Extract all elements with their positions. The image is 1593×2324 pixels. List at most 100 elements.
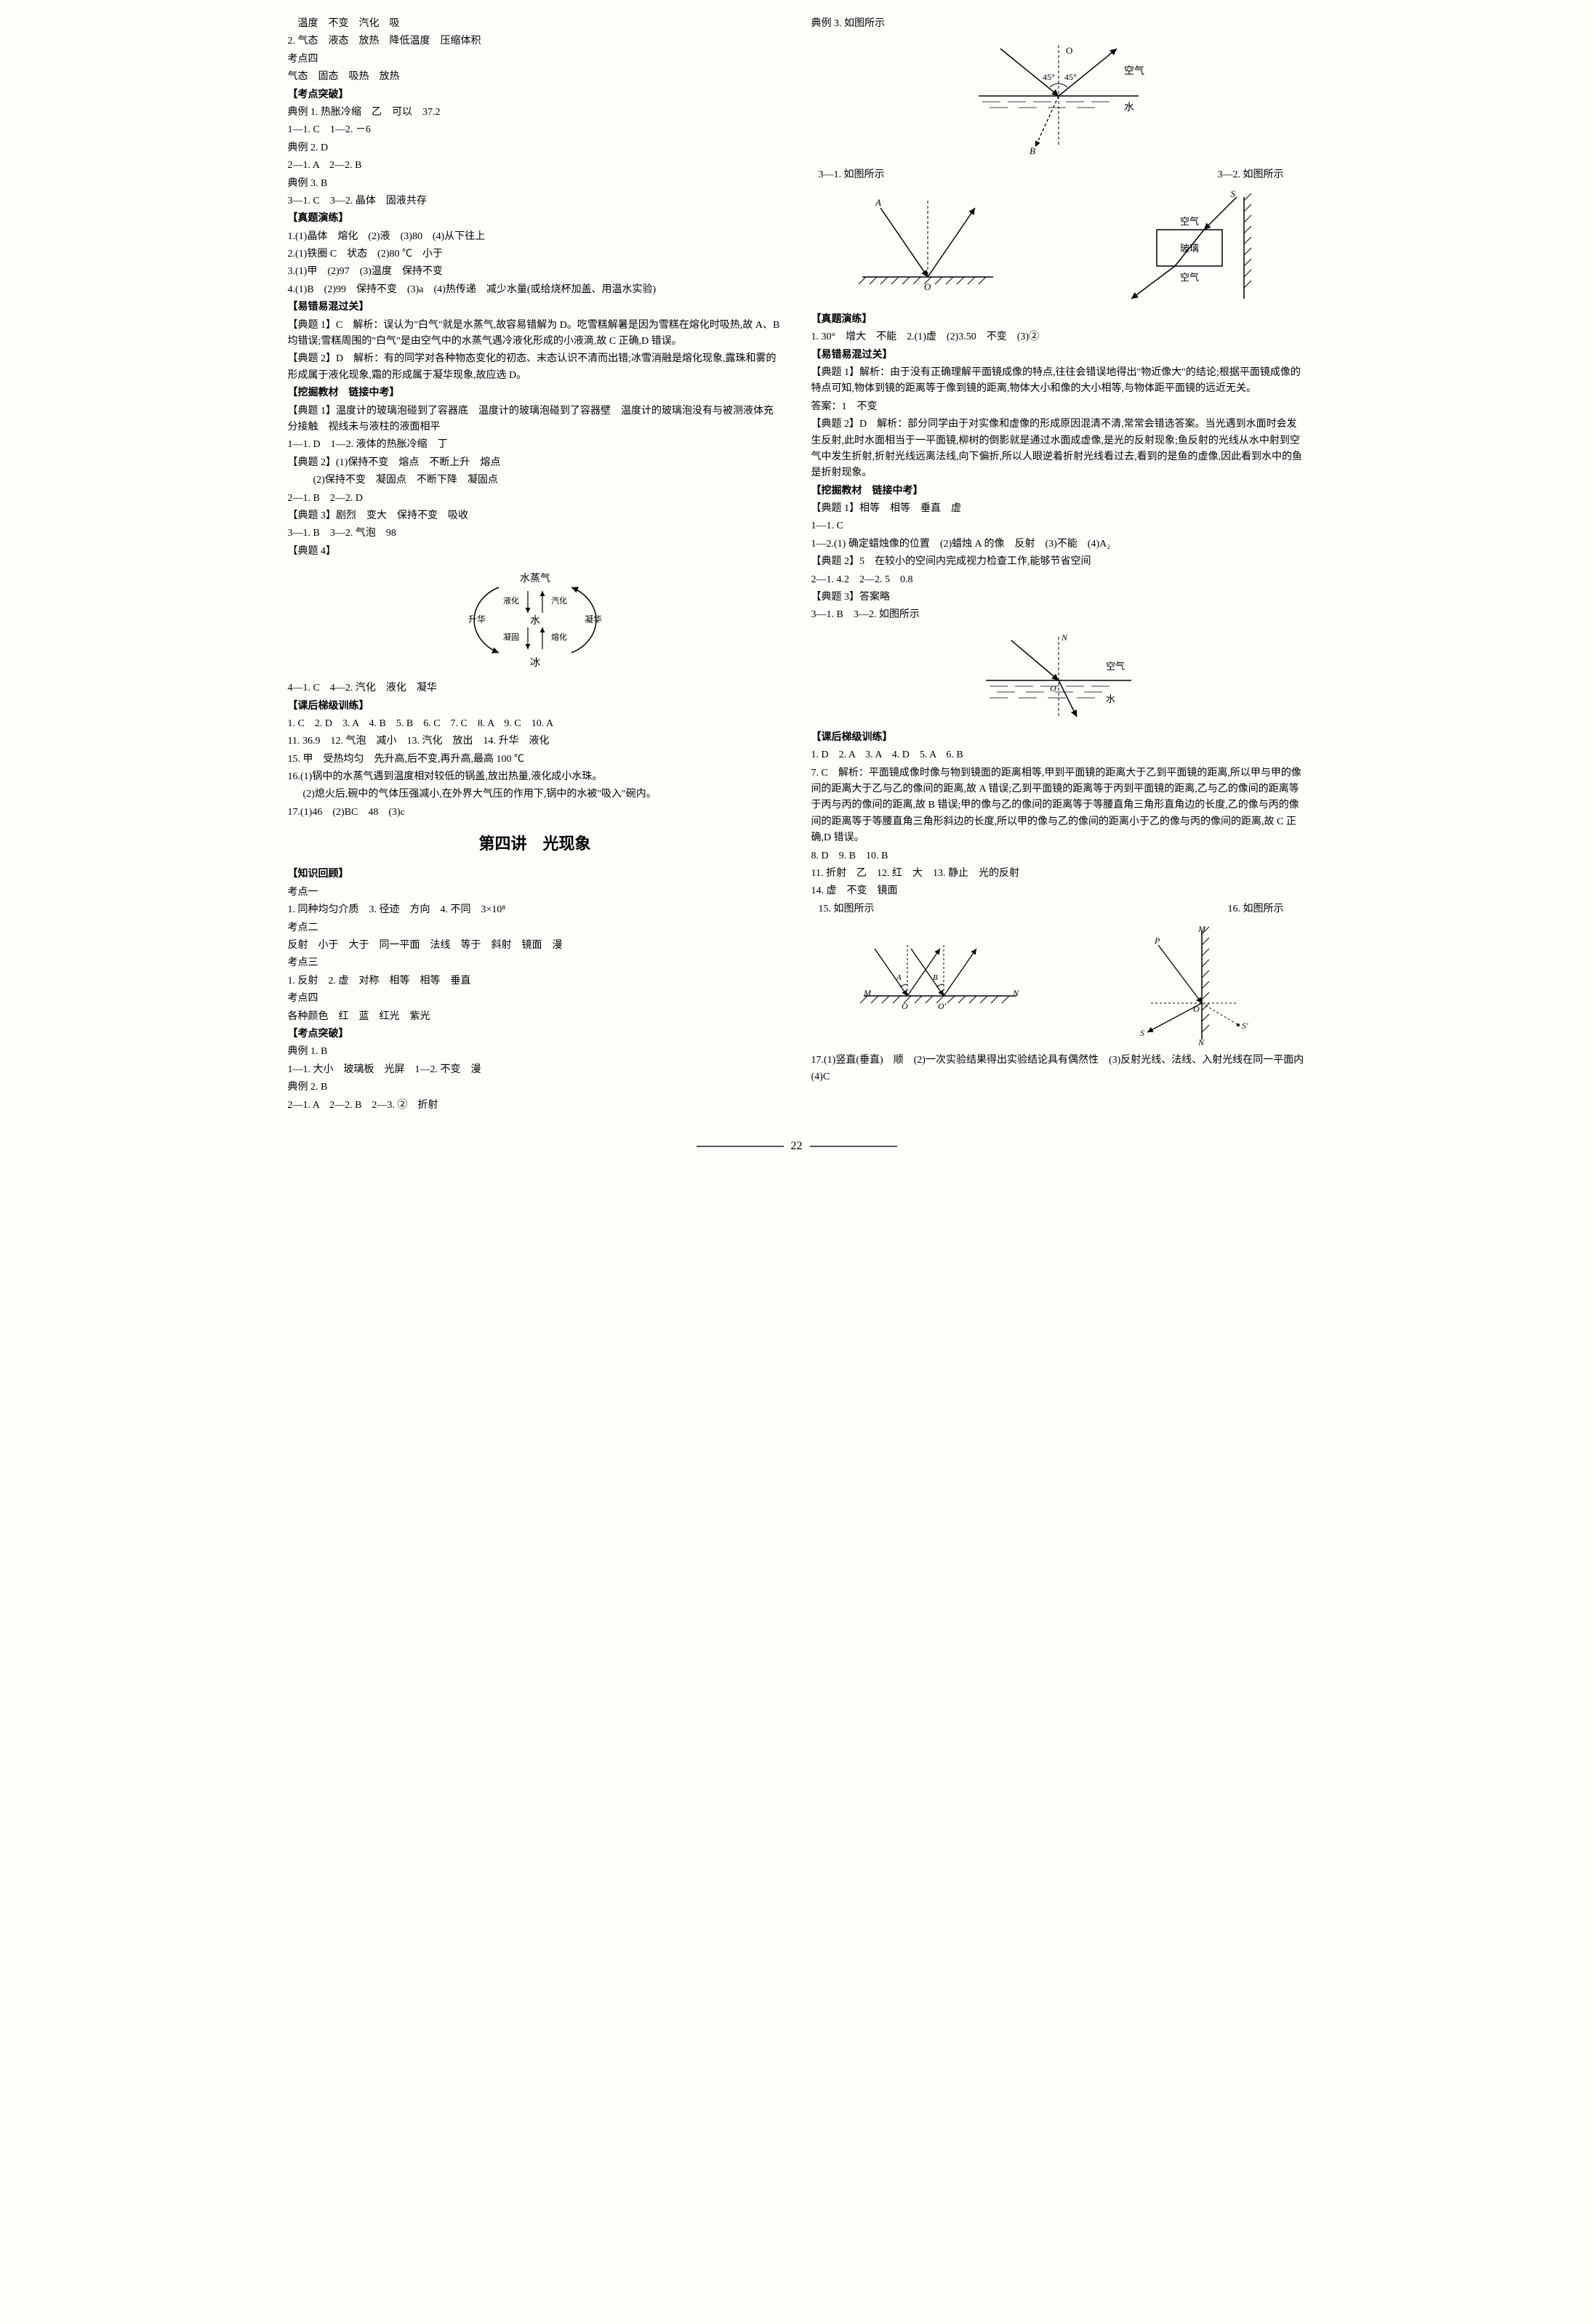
text-block: 【典题 2】D 解析：有的同学对各种物态变化的初态、末态认识不清而出错;冰雪消融… [288, 351, 782, 384]
text-line: 1—1. C [811, 518, 1306, 534]
text-line: 2—1. A 2—2. B 2—3. ② 折射 [288, 1098, 782, 1114]
diagram-row: A O S 空气 玻璃 空气 [811, 190, 1306, 306]
text-line: 【典题 1】相等 相等 垂直 虚 [811, 501, 1306, 517]
air-water-diagram: N O 空气 水 [811, 630, 1306, 724]
page: 温度 不变 汽化 吸 2. 气态 液态 放热 降低温度 压缩体积 考点四 气态 … [288, 15, 1306, 1115]
refraction-diagram: 45° 45° O 空气 水 B [811, 38, 1306, 161]
text-line: 典例 3. 如图所示 [811, 16, 1306, 32]
text-line: 3—1. C 3—2. 晶体 固液共存 [288, 193, 782, 209]
svg-text:空气: 空气 [1179, 272, 1198, 283]
svg-text:升华: 升华 [468, 614, 485, 624]
text-block: 17.(1)竖直(垂直) 顺 (2)一次实验结果得出实验结论具有偶然性 (3)反… [811, 1053, 1306, 1085]
text-block: 7. C 解析：平面镜成像时像与物到镜面的距离相等,甲到平面镜的距离大于乙到平面… [811, 765, 1306, 847]
caption: 3—2. 如图所示 [1218, 167, 1284, 183]
section-heading: 【易错易混过关】 [288, 299, 782, 315]
svg-text:水: 水 [1106, 693, 1115, 704]
text-block: (2)熄火后,碗中的气体压强减小,在外界大气压的作用下,锅中的水被"吸入"碗内。 [288, 787, 782, 803]
svg-text:N: N [1197, 1037, 1205, 1047]
text-line: 2—1. A 2—2. B [288, 158, 782, 174]
text-line: 考点四 [288, 991, 782, 1007]
text-line: 各种颜色 红 蓝 红光 紫光 [288, 1009, 782, 1025]
caption: 15. 如图所示 [819, 901, 875, 917]
text-line: 1. 30° 增大 不能 2.(1)虚 (2)3.50 不变 (3)② [811, 329, 1306, 345]
text-line: 典例 2. D [288, 140, 782, 156]
text-line: 2. 气态 液态 放热 降低温度 压缩体积 [288, 33, 782, 49]
glass-block-diagram: S 空气 玻璃 空气 [1088, 190, 1262, 306]
text-line: 15. 甲 受热均匀 先升高,后不变,再升高,最高 100 ℃ [288, 752, 782, 768]
svg-text:S′: S′ [1242, 1021, 1248, 1031]
chapter-title: 第四讲 光现象 [288, 831, 782, 856]
text-line: 【典题 2】5 在较小的空间内完成视力检查工作,能够节省空间 [811, 554, 1306, 570]
diagram-row: M N A B O O′ [811, 923, 1306, 1047]
reflection-ab-diagram: M N A B O O′ [856, 923, 1024, 1025]
text-line: 1—1. C 1—2. －6 [288, 122, 782, 138]
text-line: 11. 折射 乙 12. 红 大 13. 静止 光的反射 [811, 866, 1306, 882]
svg-text:S: S [1140, 1028, 1144, 1038]
caption: 16. 如图所示 [1228, 901, 1284, 917]
text-line: 1—2.(1) 确定蜡烛像的位置 (2)蜡烛 A 的像 反射 (3)不能 (4)… [811, 536, 1306, 552]
section-heading: 【易错易混过关】 [811, 347, 1306, 363]
text-line: 1.(1)晶体 熔化 (2)液 (3)80 (4)从下往上 [288, 229, 782, 245]
svg-text:汽化: 汽化 [551, 595, 567, 606]
mirror-diagram: A O [855, 190, 1000, 299]
text-line: 反射 小于 大于 同一平面 法线 等于 斜射 镜面 漫 [288, 938, 782, 954]
left-column: 温度 不变 汽化 吸 2. 气态 液态 放热 降低温度 压缩体积 考点四 气态 … [288, 15, 782, 1115]
text-block: 【典题 1】C 解析：误认为"白气"就是水蒸气,故容易错解为 D。吃雪糕解暑是因… [288, 318, 782, 350]
svg-text:O′: O′ [938, 1001, 947, 1011]
section-heading: 【真题演练】 [811, 312, 1306, 328]
svg-text:N: N [1061, 632, 1068, 643]
section-heading: 【考点突破】 [288, 87, 782, 103]
svg-text:空气: 空气 [1179, 216, 1198, 227]
text-line: 考点四 [288, 52, 782, 68]
text-line: 2—1. 4.2 2—2. 5 0.8 [811, 572, 1306, 588]
svg-text:O: O [924, 281, 931, 292]
text-line: 2—1. B 2—2. D [288, 491, 782, 507]
svg-text:空气: 空气 [1106, 661, 1125, 672]
text-line: 典例 2. B [288, 1079, 782, 1095]
page-number-value: 22 [791, 1140, 803, 1152]
text-line: 考点一 [288, 885, 782, 901]
text-line: 4—1. C 4—2. 汽化 液化 凝华 [288, 680, 782, 696]
text-line: 3—1. B 3—2. 气泡 98 [288, 526, 782, 542]
text-line: 典例 1. 热胀冷缩 乙 可以 37.2 [288, 105, 782, 121]
text-line: 考点二 [288, 920, 782, 936]
text-line: 气态 固态 吸热 放热 [288, 69, 782, 85]
svg-text:O: O [1050, 683, 1056, 693]
text-line: 4.(1)B (2)99 保持不变 (3)a (4)热传递 减少水量(或给烧杯加… [288, 282, 782, 298]
text-line: 1. D 2. A 3. A 4. D 5. A 6. B [811, 747, 1306, 763]
caption-row: 15. 如图所示 16. 如图所示 [819, 901, 1284, 917]
caption: 3—1. 如图所示 [819, 167, 885, 183]
section-heading: 【挖掘教材 链接中考】 [288, 385, 782, 401]
svg-text:P: P [1154, 936, 1160, 946]
right-column: 典例 3. 如图所示 [811, 15, 1306, 1115]
svg-text:冰: 冰 [530, 657, 540, 669]
text-block: 16.(1)锅中的水蒸气遇到温度相对较低的锅盖,放出热量,液化成小水珠。 [288, 769, 782, 785]
svg-text:45°: 45° [1043, 72, 1055, 82]
text-line: 典例 3. B [288, 176, 782, 192]
page-number: 22 [29, 1137, 1564, 1156]
section-heading: 【知识回顾】 [288, 867, 782, 882]
svg-text:熔化: 熔化 [551, 632, 567, 642]
svg-text:N: N [1012, 988, 1019, 998]
section-heading: 【考点突破】 [288, 1026, 782, 1042]
svg-text:凝华: 凝华 [584, 614, 601, 624]
text-line: 【典题 3】答案略 [811, 590, 1306, 606]
svg-text:水: 水 [530, 615, 540, 627]
svg-text:空气: 空气 [1124, 65, 1144, 77]
svg-text:O: O [902, 1001, 908, 1011]
text-line: (2)保持不变 凝固点 不断下降 凝固点 [288, 473, 782, 488]
text-line: 1. 同种均匀介质 3. 径迹 方向 4. 不同 3×10⁸ [288, 902, 782, 918]
text-line: 1—1. D 1—2. 液体的热胀冷缩 丁 [288, 437, 782, 453]
svg-text:液化: 液化 [503, 595, 519, 606]
svg-text:M: M [1197, 924, 1206, 934]
text-line: 1. C 2. D 3. A 4. B 5. B 6. C 7. C 8. A … [288, 716, 782, 732]
text-line: 2.(1)铁圈 C 状态 (2)80 ℃ 小于 [288, 246, 782, 262]
text-line: 温度 不变 汽化 吸 [288, 16, 782, 32]
text-line: 【典题 2】(1)保持不变 熔点 不断上升 熔点 [288, 455, 782, 471]
text-line: 17.(1)46 (2)BC 48 (3)c [288, 805, 782, 821]
text-line: 1—1. 大小 玻璃板 光屏 1—2. 不变 漫 [288, 1062, 782, 1078]
caption-row: 3—1. 如图所示 3—2. 如图所示 [819, 167, 1284, 183]
text-line: 11. 36.9 12. 气泡 减小 13. 汽化 放出 14. 升华 液化 [288, 733, 782, 749]
svg-text:B: B [933, 973, 938, 982]
svg-text:凝固: 凝固 [503, 632, 519, 642]
